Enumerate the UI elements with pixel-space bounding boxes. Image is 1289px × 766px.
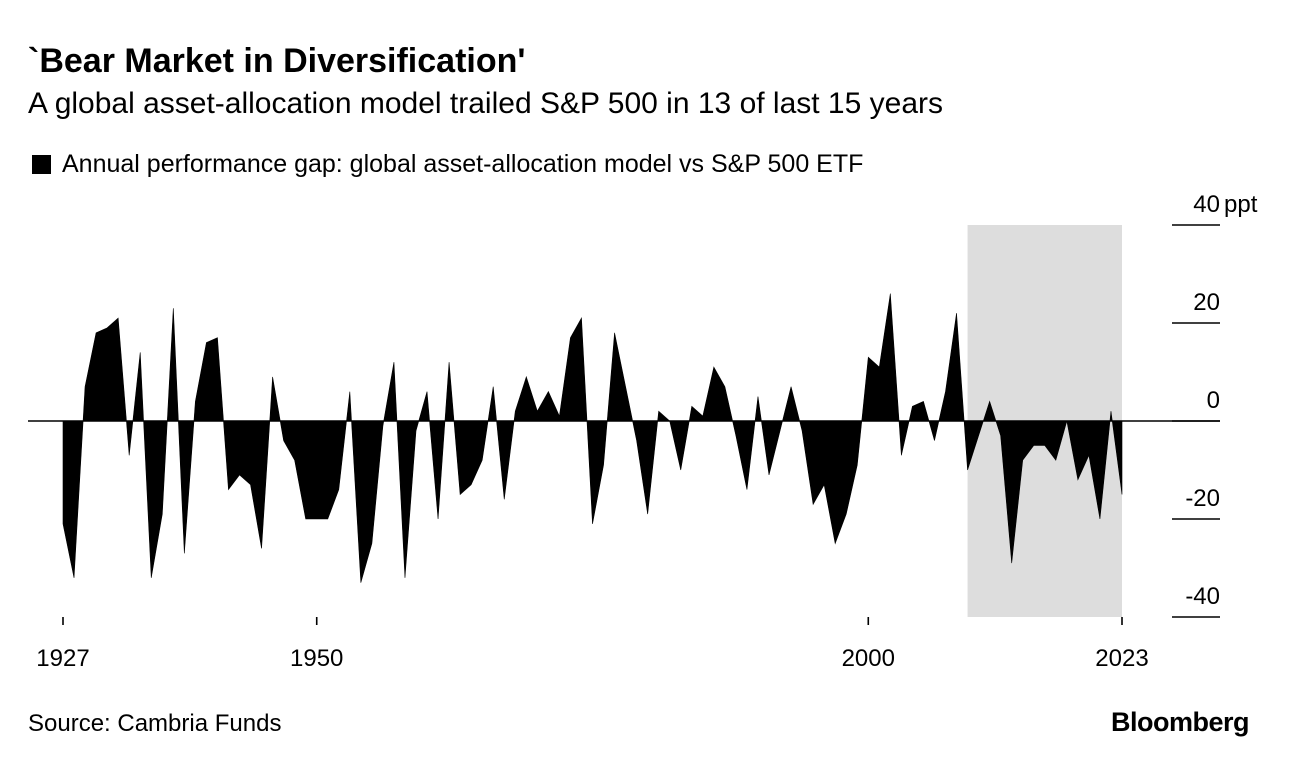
y-tick-label-4: -40: [1185, 583, 1220, 610]
legend-swatch: [32, 154, 51, 174]
y-tick-label-0: 40: [1193, 191, 1220, 218]
y-axis-unit: ppt: [1224, 191, 1258, 218]
y-tick-label-3: -20: [1185, 485, 1220, 512]
legend-label: Annual performance gap: global asset-all…: [62, 149, 864, 178]
x-tick-label-1: 1950: [290, 645, 343, 672]
x-tick-label-3: 2023: [1095, 645, 1148, 672]
series-area-0: [62, 293, 1123, 583]
chart-title: `Bear Market in Diversification': [28, 42, 526, 80]
legend: Annual performance gap: global asset-all…: [32, 148, 863, 180]
bloomberg-logo: Bloomberg: [1110, 707, 1250, 737]
y-tick-label-2: 0: [1207, 387, 1220, 414]
y-tick-label-1: 20: [1193, 289, 1220, 316]
x-tick-label-2: 2000: [842, 645, 895, 672]
x-tick-label-0: 1927: [36, 645, 89, 672]
source-note: Source: Cambria Funds: [28, 710, 282, 737]
chart-subtitle: A global asset-allocation model trailed …: [28, 87, 943, 120]
